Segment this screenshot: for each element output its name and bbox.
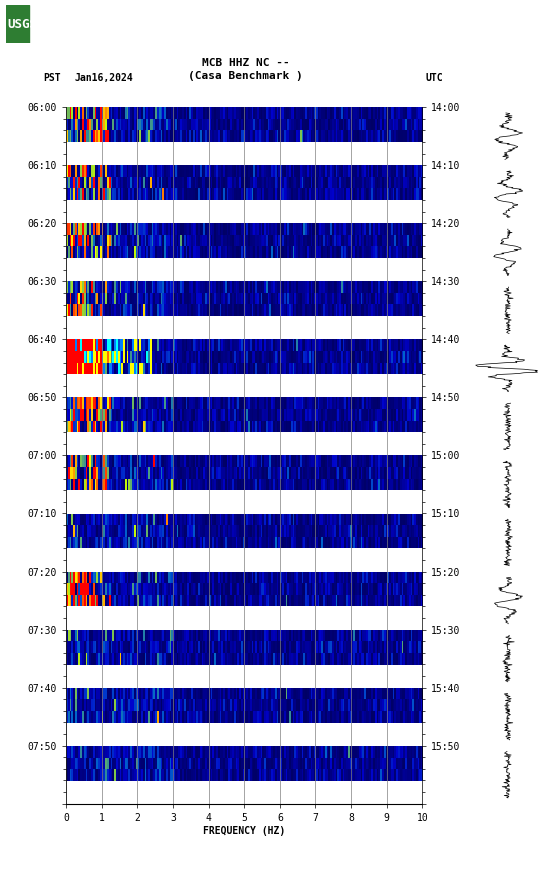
Text: (Casa Benchmark ): (Casa Benchmark ): [188, 71, 303, 81]
Text: UTC: UTC: [425, 72, 443, 83]
Text: USGS: USGS: [7, 18, 38, 30]
Text: Jan16,2024: Jan16,2024: [75, 72, 133, 83]
Text: PST: PST: [43, 72, 61, 83]
Text: MCB HHZ NC --: MCB HHZ NC --: [202, 58, 289, 68]
X-axis label: FREQUENCY (HZ): FREQUENCY (HZ): [203, 825, 285, 836]
Bar: [6, 5, 29, 43]
